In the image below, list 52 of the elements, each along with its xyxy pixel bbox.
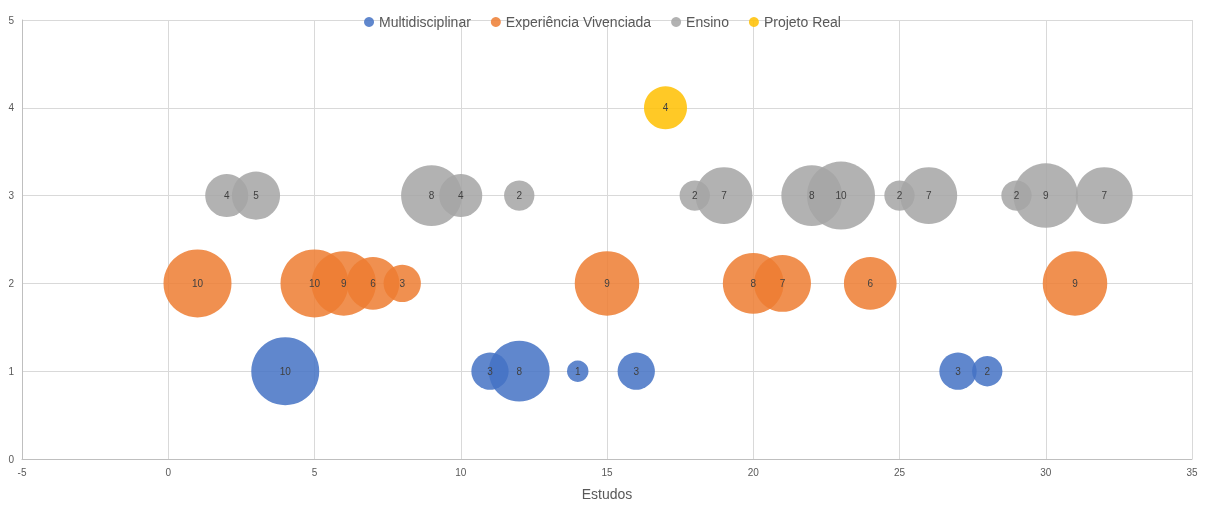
annotation: 4 [223, 190, 230, 202]
y-tick-label: 0 [8, 453, 15, 465]
y-tick-label: 3 [8, 190, 15, 202]
annotation: 10 [279, 365, 292, 377]
legend-label: Projeto Real [763, 14, 841, 30]
x-tick-label: 30 [1040, 466, 1052, 478]
annotation: 4 [457, 190, 464, 202]
annotation: 5 [253, 190, 260, 202]
x-tick-label: 10 [455, 466, 467, 478]
annotation: 9 [604, 277, 611, 289]
annotation: 9 [1042, 190, 1049, 202]
annotation: 2 [1013, 190, 1020, 202]
annotation: 2 [691, 190, 698, 202]
annotation: 8 [516, 365, 523, 377]
legend-label: Ensino [686, 14, 730, 30]
x-axis-title: Estudos [581, 486, 633, 502]
annotation: 7 [779, 277, 786, 289]
y-tick-label: 4 [8, 102, 15, 114]
annotation: 8 [750, 277, 757, 289]
annotation: 7 [721, 190, 728, 202]
annotation: 7 [925, 190, 932, 202]
x-tick-label: 5 [311, 466, 318, 478]
annotation: 9 [340, 277, 347, 289]
y-tick-label: 1 [8, 365, 15, 377]
annotation: 8 [428, 190, 435, 202]
legend-label: Multidisciplinar [379, 14, 472, 30]
annotation: 3 [955, 365, 962, 377]
annotation: 10 [835, 190, 847, 202]
x-tick-label: 0 [165, 466, 172, 478]
y-tick-label: 5 [8, 14, 15, 26]
annotation: 3 [487, 365, 494, 377]
annotation: 7 [1101, 190, 1108, 202]
annotation: 4 [662, 102, 669, 114]
x-tick-label: 15 [601, 466, 613, 478]
x-tick-label: 25 [893, 466, 906, 478]
annotation: 8 [808, 190, 815, 202]
annotation: 10 [308, 277, 321, 289]
annotation: 2 [984, 365, 991, 377]
y-tick-label: 2 [8, 277, 15, 289]
x-tick-label: 35 [1186, 466, 1198, 478]
annotation: 10 [191, 277, 204, 289]
annotation: 3 [633, 365, 640, 377]
annotation: 6 [867, 277, 874, 289]
annotation: 2 [516, 190, 523, 202]
annotation: 6 [370, 277, 377, 289]
annotation: 2 [896, 190, 903, 202]
x-tick-label: -5 [17, 466, 27, 478]
x-tick-label: 20 [747, 466, 760, 478]
annotation: 1 [574, 365, 581, 377]
annotation: 3 [399, 277, 406, 289]
annotation: 9 [1072, 277, 1079, 289]
legend-label: Experiência Vivenciada [505, 14, 652, 30]
